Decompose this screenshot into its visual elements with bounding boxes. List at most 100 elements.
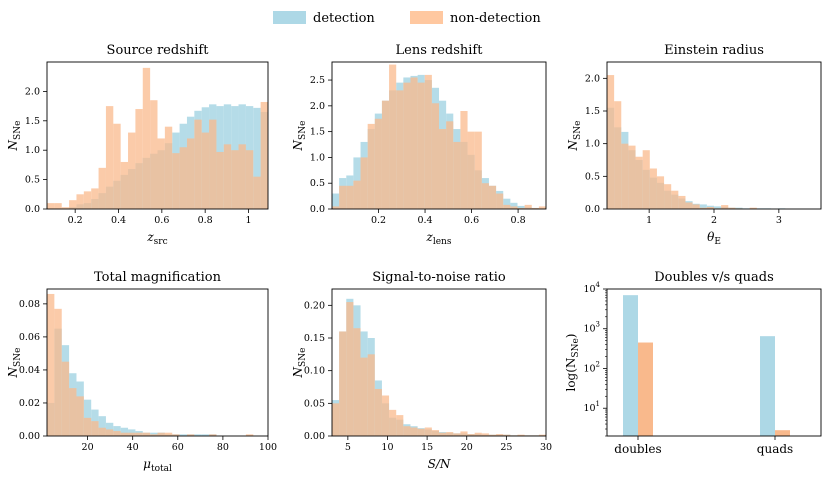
x-tick-label: 0.8: [198, 215, 213, 226]
y-axis-label: NSNe: [291, 121, 308, 152]
panel-source-redshift: Source redshift 0.2 0.4 0.6 0.8 1 0.0 0.5 1.0 1.5…: [6, 43, 269, 247]
bar-non-detection: [186, 434, 195, 436]
bar-non-detection: [424, 74, 432, 209]
bar-non-detection: [76, 194, 84, 209]
bar-non-detection: [538, 206, 546, 209]
x-tick-label: 0.6: [464, 215, 479, 226]
bar-non-detection: [83, 417, 92, 436]
y-axis-label: NSNe: [6, 121, 23, 152]
x-tick-label: 1: [245, 215, 251, 226]
bar-non-detection: [531, 207, 539, 209]
bar-non-detection: [488, 434, 497, 436]
bar-non-detection: [496, 193, 504, 209]
bar-detection: [714, 206, 722, 209]
bar-non-detection: [245, 434, 254, 436]
bar-non-detection: [128, 432, 136, 436]
panel-lens-redshift: Lens redshift 0.2 0.4 0.6 0.8 0.0 0.5 1.0 1.5 2.0…: [291, 43, 547, 247]
bar-non-detection: [164, 432, 173, 436]
x-tick-label: 60: [172, 442, 184, 453]
bar-non-detection: [172, 434, 180, 436]
bar-non-detection: [332, 403, 340, 436]
x-axis-label: zlens: [426, 230, 452, 247]
bar-non-detection: [614, 101, 622, 209]
panel-total-magnification: Total magnification 20 40 60 80 100 0.00 0.02 0.…: [6, 270, 277, 474]
bar-non-detection: [439, 432, 447, 436]
bar-non-detection: [339, 331, 347, 436]
bar-non-detection: [164, 126, 173, 209]
bar-non-detection: [238, 144, 246, 209]
bar-non-detection: [424, 427, 432, 436]
bar-non-detection: [367, 123, 375, 209]
y-tick-label: 2.0: [585, 73, 600, 84]
y-tick-label: 1.5: [310, 127, 325, 138]
bar-non-detection: [403, 426, 411, 436]
bar-non-detection: [54, 203, 62, 209]
bar-non-detection: [649, 168, 657, 209]
bar-non-detection: [446, 432, 454, 436]
x-tick-label: quads: [757, 442, 793, 456]
x-tick-label: 0.6: [154, 215, 169, 226]
bar-non-detection: [374, 118, 382, 209]
bar-non-detection: [728, 207, 736, 209]
bar-non-detection: [135, 432, 143, 436]
y-tick-label: 1.5: [585, 106, 600, 117]
plot-frame: [331, 288, 547, 437]
bar-non-detection: [635, 156, 643, 209]
bar-non-detection: [664, 184, 672, 209]
bar-non-detection: [113, 431, 121, 436]
panels: Source redshift 0.2 0.4 0.6 0.8 1 0.0 0.5 1.0 1.5…: [6, 43, 822, 474]
bar-non-detection: [706, 207, 714, 209]
bar-non-detection: [98, 427, 106, 436]
y-tick-label: 0.5: [585, 171, 600, 182]
bar-non-detection: [503, 204, 511, 209]
bar-non-detection: [346, 185, 354, 209]
y-tick-label: 0.0: [25, 204, 40, 215]
y-tick-label: 1.5: [25, 116, 40, 127]
bar-non-detection: [417, 82, 425, 209]
bars: [47, 67, 268, 209]
bar-non-detection: [671, 190, 679, 209]
x-tick-label: 2: [711, 215, 717, 226]
y-tick-label: 101: [583, 400, 600, 414]
legend-swatch-detection: [273, 11, 306, 24]
x-axis-label: zsrc: [146, 230, 167, 247]
x-axis-label: S/N: [428, 457, 451, 471]
y-axis-label: log(NSNe): [564, 334, 581, 392]
y-tick-label: 0.04: [19, 365, 40, 376]
y-tick-label: 2.5: [310, 75, 325, 86]
bar-non-detection: [692, 204, 700, 209]
y-tick-label: 0.0: [585, 204, 600, 215]
bar-non-detection: [150, 434, 158, 436]
bar-non-detection: [179, 147, 187, 209]
bar-non-detection: [474, 432, 482, 436]
y-tick-label: 2.0: [25, 86, 40, 97]
x-tick-label: 80: [217, 442, 229, 453]
bar-non-detection: [120, 432, 129, 436]
bar-non-detection: [339, 185, 347, 209]
y-axis-label: NSNe: [566, 121, 583, 152]
bar-non-detection: [209, 119, 217, 209]
bar-non-detection: [76, 396, 84, 436]
bar-non-detection: [142, 432, 151, 436]
bar-non-detection: [83, 191, 92, 209]
bar-non-detection-quads: [775, 430, 790, 436]
bar-non-detection: [216, 151, 224, 209]
bar-non-detection: [396, 90, 404, 209]
y-tick-label: 0.10: [304, 366, 325, 377]
bar-non-detection: [332, 206, 340, 209]
y-tick-label: 104: [583, 281, 600, 295]
bar-detection: [179, 434, 187, 436]
bar-non-detection: [260, 101, 268, 209]
bar-non-detection: [656, 176, 665, 209]
panel-signal-to-noise: Signal-to-noise ratio 5 10 15 20 25 30 0.00 0.05…: [291, 270, 552, 471]
bar-non-detection: [439, 129, 447, 209]
bar-non-detection: [135, 109, 143, 209]
bar-non-detection: [157, 138, 165, 209]
bar-non-detection: [389, 64, 397, 209]
bar-non-detection: [231, 150, 239, 209]
panel-einstein-radius: Einstein radius 1 2 3 0.0 0.5 1.0 1.5 2.0 θE NSNe: [566, 43, 822, 247]
x-tick-label: 40: [127, 442, 139, 453]
y-tick-label: 1.0: [310, 152, 325, 163]
bar-detection: [503, 198, 511, 209]
